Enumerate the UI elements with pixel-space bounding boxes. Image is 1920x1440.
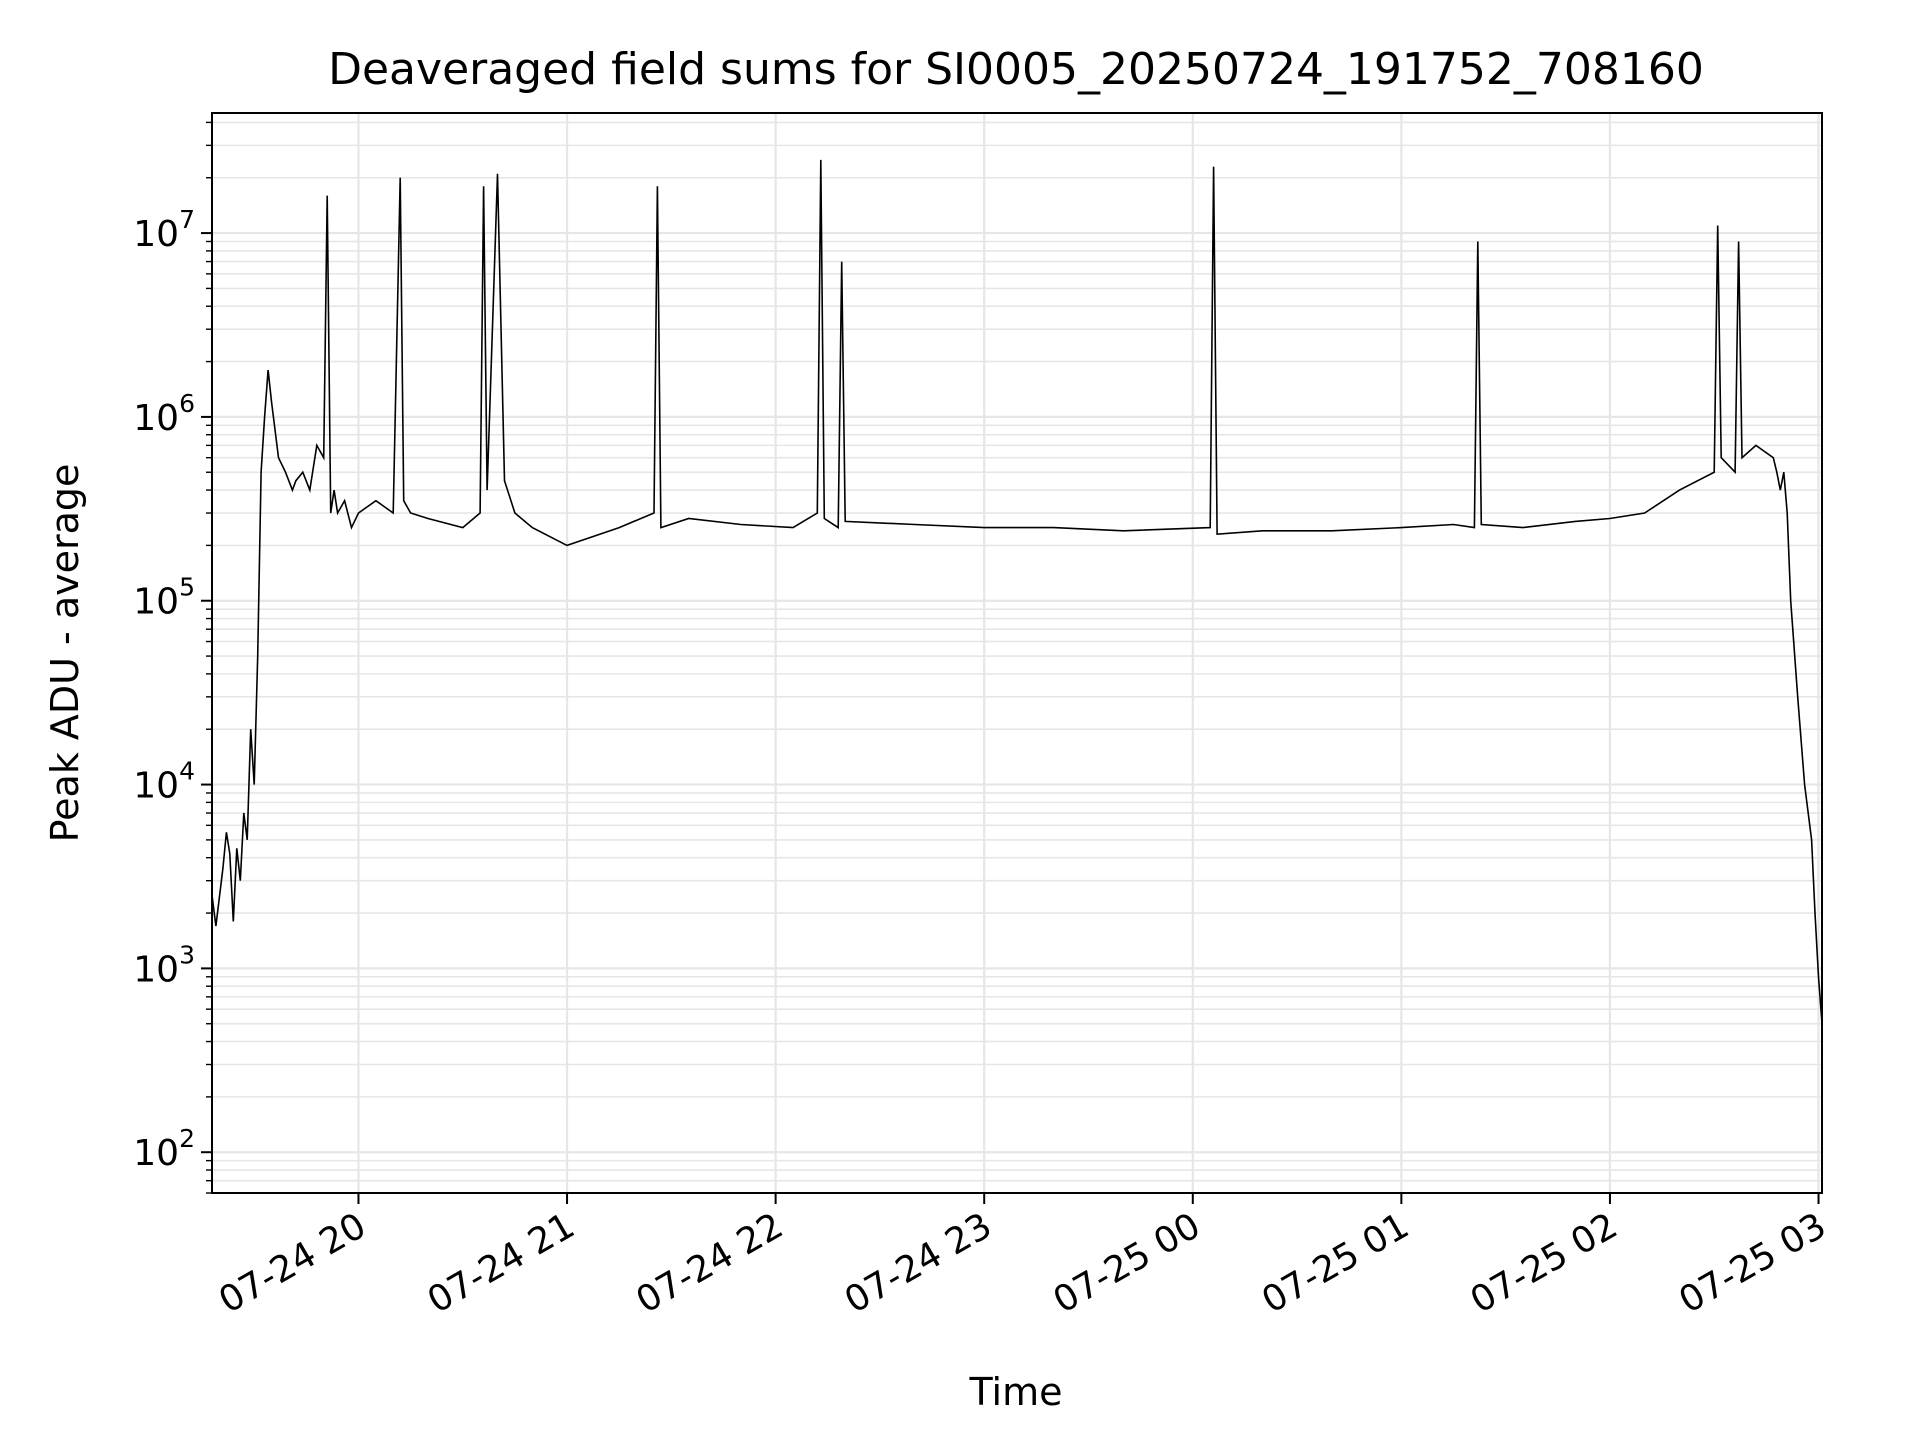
y-tick-base: 10 [133, 766, 179, 807]
series-line [211, 159, 1823, 1024]
grid [212, 113, 1822, 1194]
chart-title: Deaveraged field sums for SI0005_2025072… [328, 44, 1704, 95]
y-tick-label: 102 [133, 1124, 195, 1174]
x-axis-label: Time [969, 1370, 1063, 1414]
y-tick-label: 103 [133, 940, 195, 990]
y-tick-exponent: 2 [179, 1124, 195, 1153]
y-tick-exponent: 5 [179, 573, 195, 602]
plot-frame [211, 112, 1823, 1194]
series [211, 159, 1823, 1024]
y-tick-base: 10 [133, 1133, 179, 1174]
y-tick-base: 10 [133, 949, 179, 990]
y-tick-label: 104 [133, 757, 195, 807]
y-tick-exponent: 7 [179, 205, 195, 234]
y-tick-base: 10 [133, 214, 179, 255]
y-tick-exponent: 6 [179, 389, 195, 418]
y-tick-base: 10 [133, 398, 179, 439]
y-tick-exponent: 3 [179, 940, 195, 969]
y-tick-exponent: 4 [179, 757, 195, 786]
y-tick-label: 106 [133, 389, 195, 439]
y-tick-base: 10 [133, 582, 179, 623]
y-tick-label: 105 [133, 573, 195, 623]
y-tick-label: 107 [133, 205, 195, 255]
y-axis-label: Peak ADU - average [43, 464, 87, 843]
